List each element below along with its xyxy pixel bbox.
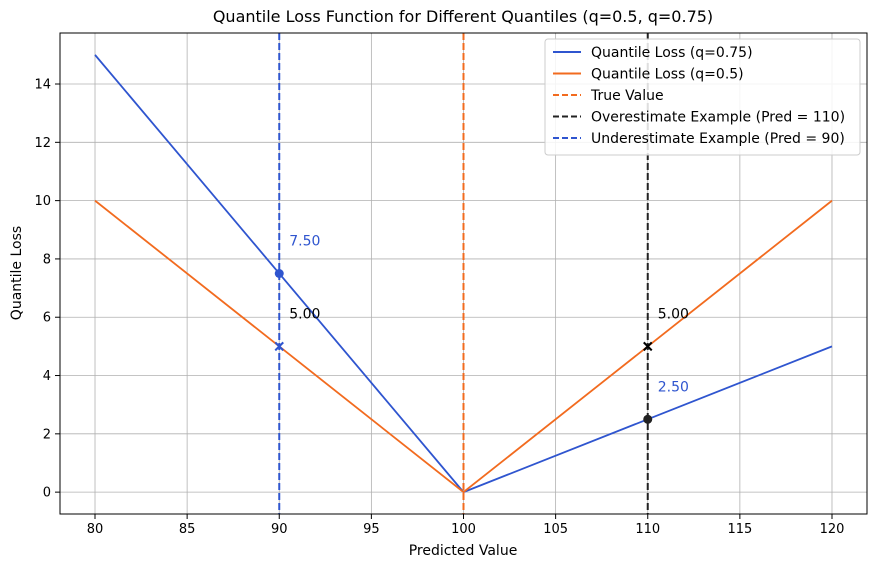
value-annotation: 5.00 (658, 306, 689, 322)
x-tick-label: 85 (179, 522, 196, 537)
points-layer (274, 269, 653, 424)
x-tick-label: 100 (451, 522, 476, 537)
point-marker-circle (274, 269, 284, 278)
point-marker-x (274, 341, 284, 352)
x-axis-label: Predicted Value (409, 543, 518, 559)
y-tick-label: 6 (43, 311, 51, 326)
x-tick-label: 110 (635, 522, 660, 537)
x-tick-label: 90 (271, 522, 288, 537)
point-marker-circle (643, 414, 653, 424)
y-tick-label: 14 (34, 78, 51, 93)
y-tick-label: 2 (43, 427, 51, 442)
value-annotation: 7.50 (289, 234, 320, 250)
value-annotation: 2.50 (658, 379, 689, 395)
y-tick-label: 12 (34, 136, 51, 151)
series-line (94, 199, 833, 494)
chart-title: Quantile Loss Function for Different Qua… (213, 7, 713, 26)
legend-label: True Value (590, 88, 664, 104)
value-annotation: 5.00 (289, 306, 320, 322)
annotations-layer: 7.50 5.00 5.00 2.50 (289, 234, 689, 396)
x-tick-label: 115 (727, 522, 752, 537)
y-tick-label: 0 (43, 486, 51, 501)
legend-label: Overestimate Example (Pred = 110) (591, 110, 845, 126)
legend-box (544, 38, 861, 156)
y-tick-label: 4 (43, 369, 51, 384)
x-tick-label: 80 (87, 522, 104, 537)
legend: Quantile Loss (q=0.75) Quantile Loss (q=0… (544, 38, 861, 156)
y-axis-ticks: 0 2 4 6 8 10 12 14 (34, 78, 60, 501)
legend-label: Quantile Loss (q=0.5) (591, 67, 744, 83)
legend-label: Quantile Loss (q=0.75) (591, 45, 753, 61)
x-tick-label: 95 (363, 522, 380, 537)
point-marker-x (643, 341, 653, 352)
x-tick-label: 105 (543, 522, 568, 537)
y-axis-label: Quantile Loss (9, 226, 25, 320)
y-tick-label: 10 (34, 194, 51, 209)
y-tick-label: 8 (43, 252, 51, 267)
legend-label: Underestimate Example (Pred = 90) (591, 131, 845, 147)
x-tick-label: 120 (820, 522, 845, 537)
x-axis-ticks: 80 85 90 95 100 105 110 115 120 (87, 514, 845, 537)
